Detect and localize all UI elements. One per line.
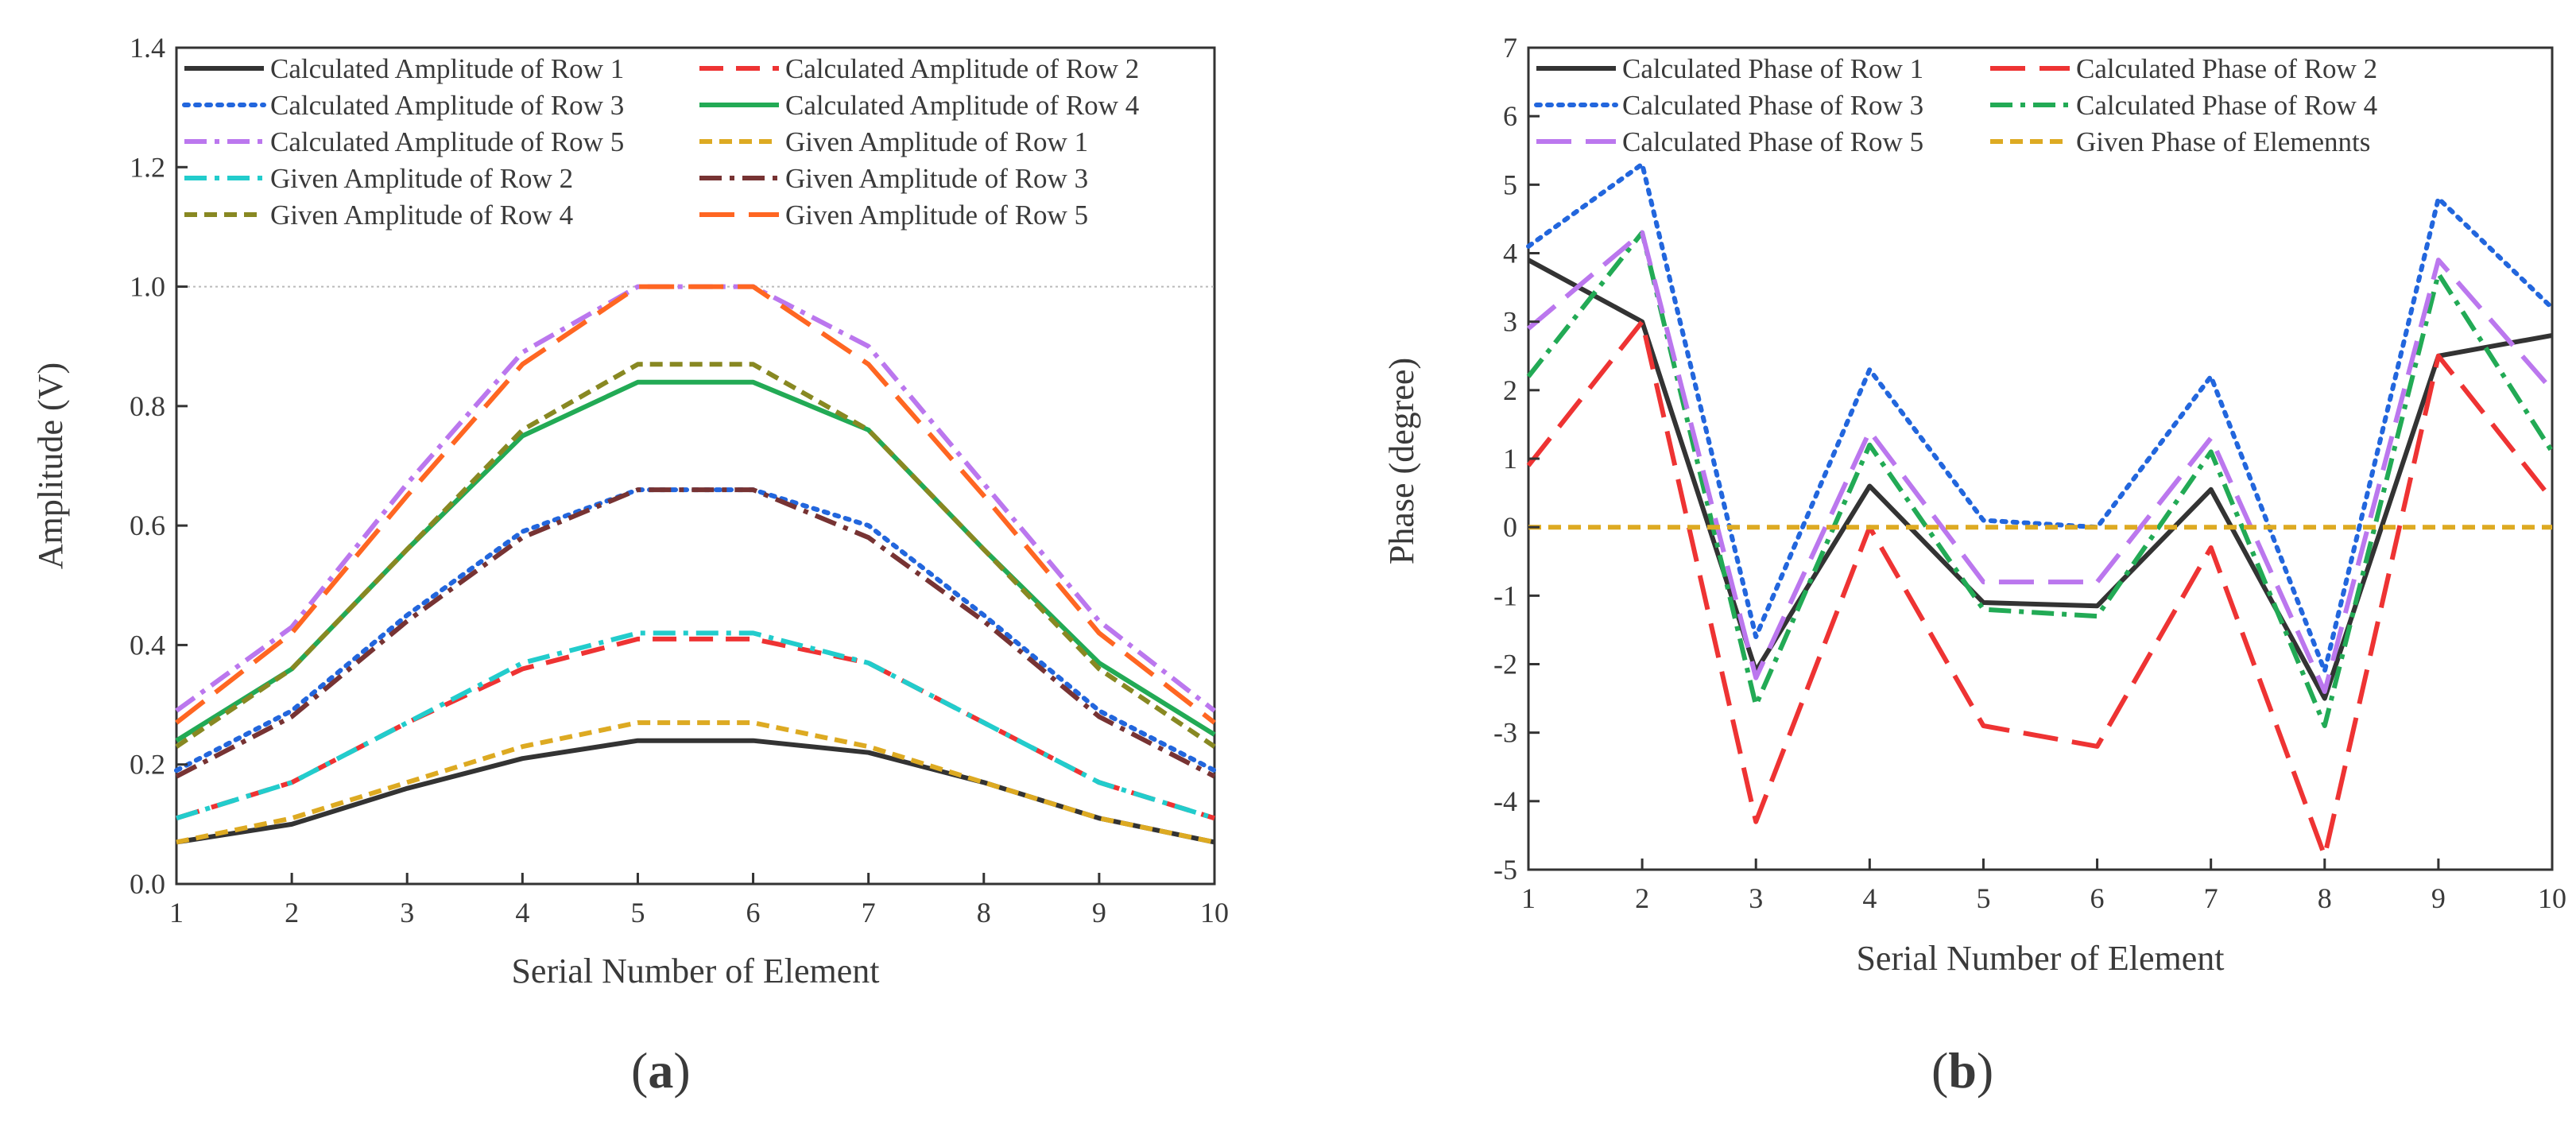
panel-b-series-line-2	[1526, 319, 2555, 859]
panel-b-y-tick-label: 1	[1503, 443, 1517, 475]
panel-b-x-tick-label: 8	[2318, 882, 2332, 914]
panel-a-y-tick-label: 0.2	[130, 749, 165, 781]
panel-a-legend-label-7: Given Amplitude of Row 2	[270, 163, 573, 194]
panel-a-y-tick-label: 0.4	[130, 629, 165, 661]
panel-a-amplitude-chart: 1 2 3 4 5 6 7 8 9 10 0.0 0.2 0.4 0.6 0.8 1.0 1.2 1.4 Cal…	[31, 32, 1229, 1099]
panel-b-x-ticks: 1 2 3 4 5 6 7 8 9 10	[1521, 859, 2566, 914]
panel-a-x-tick-label: 6	[746, 897, 761, 928]
panel-b-x-tick-label: 5	[1976, 882, 1990, 914]
panel-a-legend-label-1: Calculated Amplitude of Row 1	[270, 53, 624, 84]
panel-b-x-tick-label: 3	[1749, 882, 1763, 914]
panel-a-legend-label-6: Given Amplitude of Row 1	[785, 126, 1088, 157]
panel-b-y-ticks: -5 -4 -3 -2 -1 0 1 2 3 4 5 6 7	[1493, 32, 1540, 886]
panel-b-y-tick-label: 5	[1503, 169, 1517, 200]
panel-b-y-tick-label: -3	[1493, 717, 1517, 749]
panel-a-label: (a)	[631, 1042, 691, 1099]
panel-a-series-line-7	[176, 630, 1215, 821]
panel-b-label: (b)	[1931, 1042, 1993, 1099]
panel-a-x-tick-label: 7	[862, 897, 876, 928]
panel-b-series-line-3	[1526, 161, 2555, 674]
panel-b-legend-label-2: Calculated Phase of Row 2	[2076, 53, 2377, 84]
panel-b-y-tick-label: 7	[1503, 32, 1517, 64]
panel-a-x-axis-label: Serial Number of Element	[511, 952, 879, 990]
panel-a-y-tick-label: 1.0	[130, 271, 165, 303]
panel-a-x-tick-label: 2	[285, 897, 299, 928]
panel-a-x-ticks: 1 2 3 4 5 6 7 8 9 10	[169, 873, 1229, 928]
panel-a-x-tick-label: 9	[1092, 897, 1106, 928]
panel-b-series-group	[1526, 161, 2555, 859]
panel-a-x-tick-label: 3	[400, 897, 414, 928]
panel-b-y-tick-label: 0	[1503, 511, 1517, 543]
panel-a-series-line-8	[175, 487, 1216, 779]
panel-a-y-tick-label: 0.6	[130, 510, 165, 541]
panel-b-y-tick-label: -5	[1493, 854, 1517, 886]
panel-a-legend-label-2: Calculated Amplitude of Row 2	[785, 53, 1139, 84]
panel-a-legend-label-9: Given Amplitude of Row 4	[270, 200, 573, 231]
panel-a-y-tick-label: 0.0	[130, 868, 165, 900]
panel-a-legend-label-4: Calculated Amplitude of Row 4	[785, 90, 1139, 121]
panel-b-y-tick-label: -2	[1493, 649, 1517, 680]
panel-a-x-tick-label: 4	[515, 897, 529, 928]
panel-b-series-line-4	[1526, 230, 2555, 728]
panel-b-phase-chart: 1 2 3 4 5 6 7 8 9 10 -5 -4 -3 -2 -1 0 1 2 3 4 5 6 7 Calculate…	[1382, 32, 2566, 1099]
panel-b-x-tick-label: 7	[2204, 882, 2218, 914]
panel-a-legend-label-8: Given Amplitude of Row 3	[785, 163, 1088, 194]
panel-a-series-line-9	[175, 362, 1216, 749]
panel-a-label-letter: a	[648, 1042, 673, 1099]
panel-a-legend-label-5: Calculated Amplitude of Row 5	[270, 126, 624, 157]
panel-b-legend-label-6: Given Phase of Elemennts	[2076, 126, 2370, 157]
panel-b-legend-label-4: Calculated Phase of Row 4	[2076, 90, 2377, 121]
panel-b-legend-label-5: Calculated Phase of Row 5	[1622, 126, 1923, 157]
panel-b-x-tick-label: 6	[2090, 882, 2105, 914]
panel-b-x-tick-label: 2	[1635, 882, 1649, 914]
panel-b-series-line-1	[1527, 258, 2553, 701]
panel-b-legend-label-3: Calculated Phase of Row 3	[1622, 90, 1923, 121]
panel-a-x-tick-label: 1	[169, 897, 184, 928]
panel-a-y-tick-label: 0.8	[130, 390, 165, 422]
panel-a-y-tick-label: 1.4	[130, 32, 165, 64]
panel-b-x-tick-label: 1	[1521, 882, 1536, 914]
panel-a-y-axis-label: Amplitude (V)	[31, 362, 70, 569]
panel-b-legend-label-1: Calculated Phase of Row 1	[1622, 53, 1923, 84]
panel-b-y-axis-label: Phase (degree)	[1382, 358, 1421, 564]
panel-a-x-tick-label: 5	[630, 897, 645, 928]
panel-a-legend-label-10: Given Amplitude of Row 5	[785, 200, 1088, 231]
panel-b-y-tick-label: -1	[1493, 580, 1517, 611]
panel-b-x-axis-label: Serial Number of Element	[1856, 939, 2224, 978]
panel-b-x-tick-label: 10	[2538, 882, 2566, 914]
panel-a-legend-label-3: Calculated Amplitude of Row 3	[270, 90, 624, 121]
panel-b-x-tick-label: 9	[2431, 882, 2446, 914]
panel-a-series-group	[174, 284, 1217, 845]
panel-b-y-tick-label: 2	[1503, 374, 1517, 406]
panel-b-y-tick-label: 6	[1503, 100, 1517, 132]
panel-b-series-line-5	[1527, 230, 2555, 694]
panel-b-x-tick-label: 4	[1862, 882, 1877, 914]
panel-b-legend: Calculated Phase of Row 1 Calculated Phas…	[1534, 53, 2377, 157]
panel-a-y-ticks: 0.0 0.2 0.4 0.6 0.8 1.0 1.2 1.4	[130, 32, 188, 900]
panel-b-label-letter: b	[1948, 1042, 1977, 1099]
panel-a-legend: Calculated Amplitude of Row 1 Calculated …	[182, 53, 1139, 231]
panel-a-series-line-1	[176, 738, 1215, 845]
panel-b-y-tick-label: 4	[1503, 238, 1517, 269]
panel-b-y-tick-label: 3	[1503, 306, 1517, 338]
panel-b-y-tick-label: -4	[1493, 785, 1517, 817]
panel-a-x-tick-label: 10	[1200, 897, 1229, 928]
panel-a-x-tick-label: 8	[977, 897, 991, 928]
panel-a-y-tick-label: 1.2	[130, 151, 165, 183]
panel-a-series-line-10	[175, 284, 1216, 725]
panel-a-plot-frame	[175, 46, 1216, 886]
